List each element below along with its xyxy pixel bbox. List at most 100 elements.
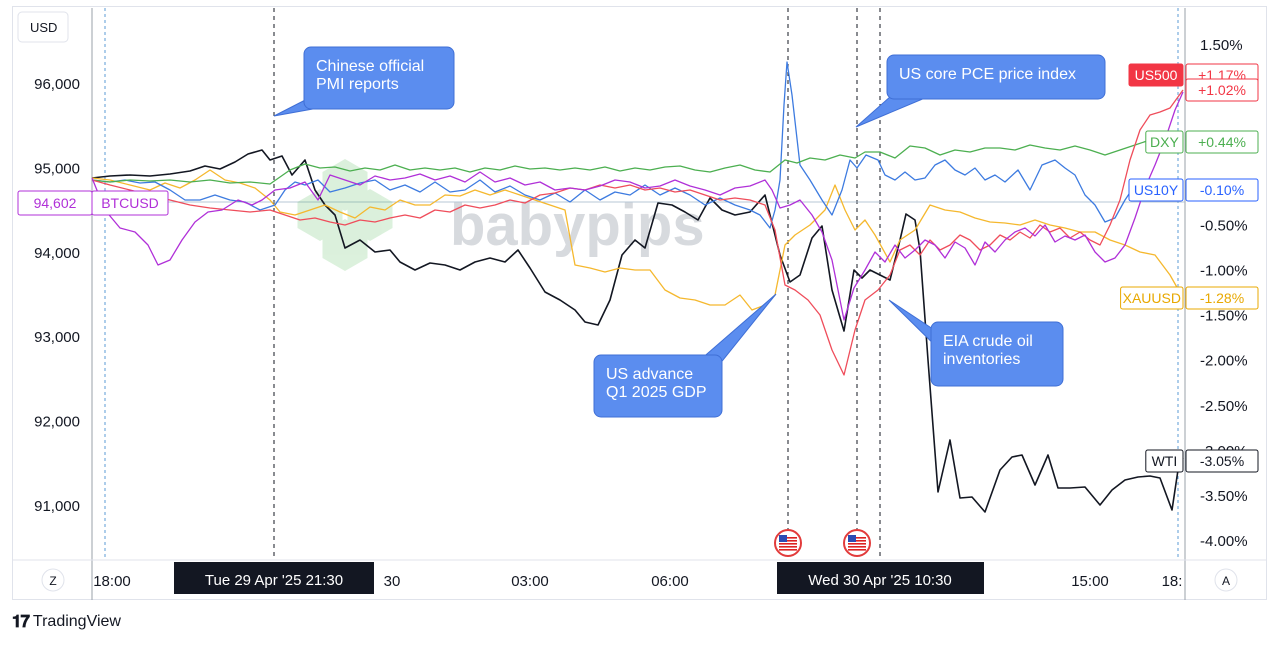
callout-text: Q1 2025 GDP [606, 384, 707, 401]
time-axis-tick: 18: [1162, 573, 1183, 590]
right-axis-tick: -3.50% [1200, 488, 1248, 505]
flag-stripe [848, 546, 866, 548]
callout-text: EIA crude oil [943, 333, 1033, 350]
left-axis-tick: 96,000 [34, 76, 80, 93]
right-axis-tick: -1.50% [1200, 308, 1248, 325]
time-axis-tick: 03:00 [511, 573, 549, 590]
auto-scale-right-label: A [1222, 574, 1230, 588]
left-axis-tick: 94,000 [34, 245, 80, 262]
currency-box[interactable] [17, 11, 69, 43]
series-label-xauusd[interactable]: XAUUSD -1.28% [1120, 286, 1259, 310]
flag-stripe [848, 543, 866, 545]
series-name-box [1145, 449, 1184, 473]
us10y-series-line [91, 61, 1183, 229]
series-name: US500 [1135, 67, 1178, 83]
left-axis-tick: 91,000 [34, 498, 80, 515]
callout-text: US advance [606, 366, 693, 383]
currency-label: USD [30, 20, 57, 35]
watermark-hexagon-icon [322, 219, 368, 271]
flag-stripe [848, 549, 866, 551]
crosshair-date-label-2: Wed 30 Apr '25 10:30 [808, 572, 952, 589]
series-label-dxy[interactable]: DXY +0.44% [1145, 130, 1259, 154]
brand-name: TradingView [32, 613, 121, 630]
watermark-hexagon-icon [297, 189, 343, 241]
callout-box [886, 54, 1106, 100]
btcusd-series-line [91, 91, 1184, 321]
series-value-box [1185, 178, 1259, 202]
auto-scale-left-label: Z [49, 574, 56, 588]
left-axis-tick: 95,000 [34, 160, 80, 177]
xauusd-series-line [91, 169, 1184, 311]
callout-box [303, 46, 455, 110]
series-value: +0.44% [1198, 134, 1246, 150]
series-name: XAUUSD [1123, 290, 1181, 306]
series-value-box [1185, 78, 1259, 102]
dxy-series-line [91, 139, 1183, 185]
us-flag-icon[interactable] [774, 529, 802, 557]
series-name-box [1120, 286, 1184, 310]
callout-text: PMI reports [316, 76, 399, 93]
time-axis-tick: 15:00 [1071, 573, 1109, 590]
series-label-us500-alt[interactable]: +1.02% [1185, 78, 1259, 102]
callout-text: Chinese official [316, 58, 424, 75]
callout-text: inventories [943, 351, 1020, 368]
wti-series-line [91, 149, 1184, 513]
flag-stripe [779, 540, 797, 542]
series-name-box [1145, 130, 1184, 154]
right-axis-tick: -1.00% [1200, 263, 1248, 280]
callout-pce[interactable]: US core PCE price index [855, 54, 1106, 128]
series-value: -3.05% [1200, 453, 1244, 469]
callout-box [593, 354, 723, 418]
btc-price-value: 94,602 [34, 195, 77, 211]
callout-box [930, 321, 1064, 387]
btc-symbol-label: BTCUSD [101, 195, 159, 211]
series-name: US10Y [1134, 182, 1179, 198]
series-value: -1.28% [1200, 290, 1244, 306]
chart-frame [12, 6, 1267, 600]
callout-text: US core PCE price index [899, 66, 1076, 83]
left-axis-tick: 93,000 [34, 329, 80, 346]
tradingview-logo[interactable]: 𝟏𝟕 TradingView [12, 612, 121, 632]
watermark-hexagon-icon [347, 189, 393, 241]
time-axis-tick: 30 [384, 573, 401, 590]
auto-scale-right-button[interactable] [1214, 568, 1238, 592]
flag-canton [779, 535, 787, 542]
tradingview-logo-icon: 𝟏𝟕 [12, 612, 30, 631]
series-value-box [1185, 286, 1259, 310]
btc-symbol-box [91, 190, 169, 216]
flag-stripe [779, 546, 797, 548]
series-value-box [1185, 449, 1259, 473]
flag-stripe [779, 549, 797, 551]
auto-scale-left-button[interactable] [41, 568, 65, 592]
flag-canton [848, 535, 856, 542]
series-value-box [1185, 130, 1259, 154]
series-value: -0.10% [1200, 182, 1244, 198]
right-axis-tick: -0.50% [1200, 217, 1248, 234]
flag-stripe [848, 540, 866, 542]
crosshair-date-box-2 [777, 562, 984, 594]
series-label-us10y[interactable]: US10Y -0.10% [1128, 178, 1259, 202]
flag-stripe [779, 537, 797, 539]
series-name: WTI [1152, 453, 1178, 469]
watermark [297, 159, 393, 271]
flag-stripe [848, 537, 866, 539]
time-axis-tick: 06:00 [651, 573, 689, 590]
series-name-box [1128, 63, 1184, 87]
right-axis-tick: -2.00% [1200, 353, 1248, 370]
series-label-wti[interactable]: WTI -3.05% [1145, 449, 1259, 473]
series-name-box [1128, 178, 1184, 202]
crosshair-date-label: Tue 29 Apr '25 21:30 [205, 572, 343, 589]
flag-stripe [779, 543, 797, 545]
watermark-text: babypips [450, 193, 705, 258]
series-value: +1.02% [1198, 82, 1246, 98]
right-axis-tick: -2.50% [1200, 398, 1248, 415]
crosshair-date-box [174, 562, 374, 594]
us-flag-icon[interactable] [843, 529, 871, 557]
series-name: DXY [1150, 134, 1179, 150]
time-axis-tick: 18:00 [93, 573, 131, 590]
right-axis-tick: 1.50% [1200, 37, 1243, 54]
